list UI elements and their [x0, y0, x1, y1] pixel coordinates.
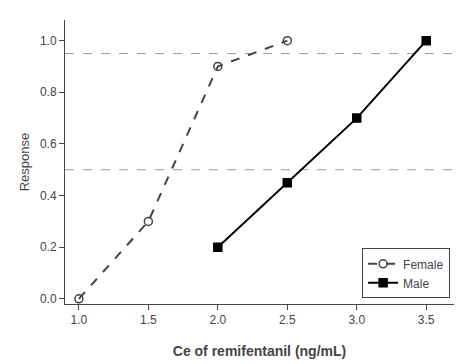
svg-text:0.6: 0.6	[40, 137, 57, 151]
svg-text:2.5: 2.5	[279, 313, 296, 327]
svg-text:Ce of remifentanil (ng/mL): Ce of remifentanil (ng/mL)	[173, 343, 346, 359]
svg-text:0.4: 0.4	[40, 189, 57, 203]
svg-text:3.0: 3.0	[348, 313, 365, 327]
svg-text:2.0: 2.0	[209, 313, 226, 327]
svg-text:Response: Response	[17, 133, 32, 192]
svg-text:0.8: 0.8	[40, 85, 57, 99]
svg-text:1.0: 1.0	[40, 34, 57, 48]
svg-text:1.0: 1.0	[71, 313, 88, 327]
svg-text:1.5: 1.5	[140, 313, 157, 327]
svg-text:Male: Male	[403, 277, 429, 291]
svg-text:0.0: 0.0	[40, 292, 57, 306]
svg-text:Female: Female	[403, 258, 443, 272]
svg-text:0.2: 0.2	[40, 240, 57, 254]
svg-text:3.5: 3.5	[418, 313, 435, 327]
